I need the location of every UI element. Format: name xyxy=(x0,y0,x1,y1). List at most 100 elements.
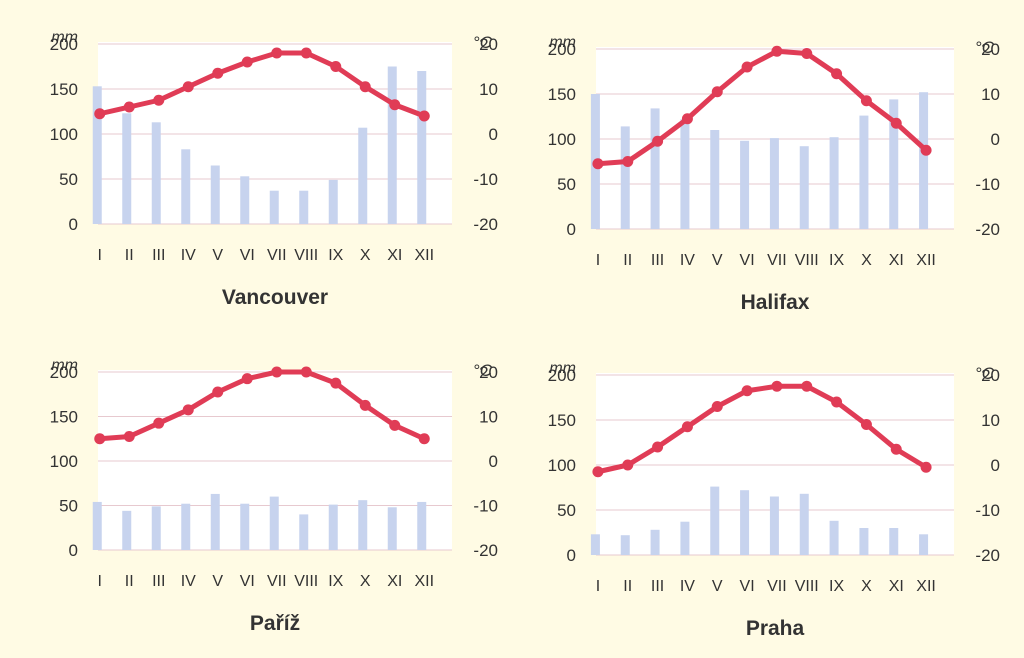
temperature-point-X xyxy=(359,81,371,93)
precipitation-bar-III xyxy=(650,529,660,555)
precipitation-bar-III xyxy=(650,108,660,229)
precipitation-bar-VIII xyxy=(299,514,309,550)
precipitation-bar-XI xyxy=(387,507,397,550)
temperature-point-XII xyxy=(418,110,430,122)
y-right-unit-label: °C xyxy=(473,361,493,380)
precipitation-bar-XI xyxy=(889,528,899,555)
y-right-tick-label: -10 xyxy=(975,501,1000,520)
y-left-tick-label: 200 xyxy=(50,35,78,54)
y-right-tick-label: -20 xyxy=(975,546,1000,565)
precipitation-bar-II xyxy=(620,126,630,229)
temperature-point-XI xyxy=(389,419,401,431)
x-tick-label: VIII xyxy=(795,578,819,595)
precipitation-bar-X xyxy=(358,500,368,550)
x-tick-label: XI xyxy=(889,252,904,269)
precipitation-bar-V xyxy=(710,130,720,229)
precipitation-bar-III xyxy=(151,122,161,224)
y-right-tick-label: 10 xyxy=(981,85,1000,104)
x-tick-label: II xyxy=(125,573,134,590)
precipitation-bar-VII xyxy=(269,496,279,550)
x-tick-label: II xyxy=(125,247,134,264)
y-left-tick-label: 0 xyxy=(567,220,576,239)
temperature-point-I xyxy=(592,158,604,170)
y-right-tick-label: -10 xyxy=(473,497,498,516)
y-right-unit-label: °C xyxy=(473,33,493,52)
precipitation-bar-XI xyxy=(889,99,899,230)
temperature-point-VI xyxy=(741,385,753,397)
y-right-unit-label: °C xyxy=(975,364,995,383)
temperature-point-I xyxy=(94,108,106,120)
precipitation-bar-X xyxy=(859,528,869,555)
x-tick-label: I xyxy=(98,573,102,590)
precipitation-bar-II xyxy=(620,535,630,555)
temperature-point-V xyxy=(212,67,224,79)
temperature-point-I xyxy=(94,433,106,445)
x-tick-label: X xyxy=(360,573,371,590)
x-tick-label: IV xyxy=(181,573,196,590)
precipitation-bar-V xyxy=(210,493,220,550)
temperature-point-V xyxy=(711,86,723,98)
y-right-tick-label: 20 xyxy=(479,363,498,382)
y-right-tick-label: 0 xyxy=(991,130,1000,149)
x-tick-label: XII xyxy=(916,578,936,595)
precipitation-bar-VII xyxy=(769,138,779,229)
temperature-point-XII xyxy=(418,433,430,445)
y-right-tick-label: 0 xyxy=(489,125,498,144)
precipitation-bar-VIII xyxy=(299,190,309,224)
y-left-tick-label: 100 xyxy=(548,130,576,149)
y-left-unit-label: mm xyxy=(51,357,78,374)
temperature-point-VII xyxy=(271,47,283,59)
y-left-unit-label: mm xyxy=(549,34,576,51)
temperature-point-VII xyxy=(771,380,783,392)
x-tick-label: XII xyxy=(916,252,936,269)
y-left-tick-label: 100 xyxy=(50,125,78,144)
x-tick-label: X xyxy=(861,252,872,269)
precipitation-bar-VI xyxy=(240,503,250,550)
temperature-point-V xyxy=(711,401,723,412)
temperature-point-III xyxy=(153,417,165,429)
precipitation-bar-I xyxy=(92,86,102,224)
y-right-tick-label: -10 xyxy=(473,170,498,189)
temperature-point-VIII xyxy=(801,380,813,392)
x-tick-label: VIII xyxy=(294,573,318,590)
temperature-point-IV xyxy=(182,81,194,93)
temperature-point-XI xyxy=(890,117,902,129)
x-tick-label: IV xyxy=(680,252,695,269)
temperature-point-V xyxy=(212,386,224,398)
y-right-tick-label: -20 xyxy=(473,541,498,560)
x-tick-label: III xyxy=(651,252,664,269)
precipitation-bar-I xyxy=(92,501,102,550)
x-tick-label: IX xyxy=(829,578,844,595)
temperature-line xyxy=(595,48,929,167)
x-tick-label: VII xyxy=(267,247,287,264)
y-right-tick-label: 10 xyxy=(479,408,498,427)
precipitation-bar-IV xyxy=(680,521,690,555)
chart-title: Vancouver xyxy=(222,286,328,309)
x-tick-label: XI xyxy=(889,578,904,595)
x-tick-label: II xyxy=(623,252,632,269)
precipitation-bar-VI xyxy=(740,140,750,229)
precipitation-bar-I xyxy=(590,534,600,555)
x-tick-label: X xyxy=(861,578,872,595)
precipitation-bar-XII xyxy=(417,71,427,224)
temperature-point-XII xyxy=(920,144,932,156)
precipitation-bar-X xyxy=(859,115,869,229)
y-left-tick-label: 100 xyxy=(50,452,78,471)
precipitation-bar-V xyxy=(210,165,220,224)
y-right-tick-label: 10 xyxy=(981,411,1000,430)
x-tick-label: V xyxy=(712,578,723,595)
y-right-tick-label: 0 xyxy=(489,452,498,471)
y-left-tick-label: 0 xyxy=(567,546,576,565)
x-tick-label: XI xyxy=(387,573,402,590)
temperature-point-X xyxy=(860,95,872,107)
precipitation-bar-V xyxy=(710,486,720,555)
x-tick-label: X xyxy=(360,247,371,264)
y-right-tick-label: 20 xyxy=(479,35,498,54)
y-left-tick-label: 150 xyxy=(50,80,78,99)
precipitation-bar-IV xyxy=(181,149,191,224)
x-tick-label: I xyxy=(98,247,102,264)
